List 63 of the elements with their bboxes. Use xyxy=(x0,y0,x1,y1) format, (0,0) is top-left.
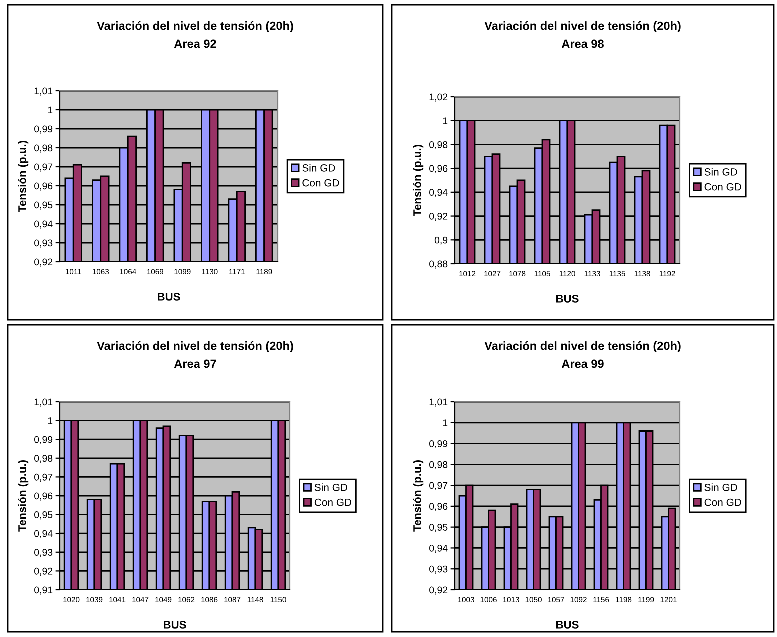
chart-title: Variación del nivel de tensión (20h) xyxy=(97,341,294,353)
legend-label: Sin GD xyxy=(302,164,336,172)
y-tick-label: 0,99 xyxy=(34,126,53,134)
y-tick-label: 0,98 xyxy=(430,141,448,150)
legend-label: Con GD xyxy=(302,179,340,187)
y-tick-label: 1 xyxy=(443,420,448,426)
y-tick-label: 0,98 xyxy=(34,144,53,153)
y-tick-label: 0,94 xyxy=(34,530,53,538)
chart-title: Variación del nivel de tensión (20h) xyxy=(97,21,294,33)
chart-subtitle: Area 97 xyxy=(174,360,216,368)
y-axis-title: Tensión (p.u.) xyxy=(413,145,424,216)
legend-label: Con GD xyxy=(704,183,742,191)
y-tick-label: 0,94 xyxy=(34,220,53,229)
y-axis-title: Tensión (p.u.) xyxy=(18,460,29,532)
x-axis-title: BUS xyxy=(556,621,579,629)
y-tick-label: 0,96 xyxy=(34,492,53,501)
legend-label: Sin GD xyxy=(314,484,348,492)
legend-label: Sin GD xyxy=(704,484,738,492)
chart-subtitle: Area 92 xyxy=(174,40,216,48)
y-tick-label: 0,99 xyxy=(34,436,53,444)
y-tick-label: 0,93 xyxy=(34,549,53,558)
y-tick-label: 0,92 xyxy=(430,213,448,222)
legend-label: Con GD xyxy=(704,498,742,506)
chart-title: Variación del nivel de tensión (20h) xyxy=(484,21,681,33)
y-tick-label: 0,93 xyxy=(430,566,448,574)
y-tick-label: 0,99 xyxy=(430,440,448,449)
y-tick-label: 1,01 xyxy=(430,398,448,407)
y-tick-label: 1,02 xyxy=(430,94,448,102)
y-tick-label: 0,92 xyxy=(430,586,448,595)
y-tick-label: 0,88 xyxy=(430,260,448,269)
y-tick-label: 0,9 xyxy=(434,236,448,245)
y-tick-label: 0,96 xyxy=(430,503,448,512)
y-tick-label: 0,96 xyxy=(430,165,448,174)
y-tick-label: 0,96 xyxy=(34,182,53,191)
y-axis-title: Tensión (p.u.) xyxy=(413,460,424,532)
legend-label: Sin GD xyxy=(704,168,738,176)
y-tick-label: 0,94 xyxy=(430,544,448,553)
y-axis-title: Tensión (p.u.) xyxy=(18,141,29,212)
y-tick-label: 1,01 xyxy=(34,88,53,96)
y-tick-label: 0,92 xyxy=(34,258,53,267)
y-tick-label: 0,97 xyxy=(430,482,448,490)
y-tick-label: 0,95 xyxy=(34,202,53,210)
y-tick-label: 1 xyxy=(48,418,53,424)
chart-title: Variación del nivel de tensión (20h) xyxy=(484,341,681,353)
y-tick-label: 0,97 xyxy=(34,474,53,482)
x-axis-title: BUS xyxy=(158,293,180,301)
legend-label: Con GD xyxy=(314,498,352,506)
y-tick-label: 0,92 xyxy=(34,568,53,576)
y-tick-label: 1,01 xyxy=(34,398,53,407)
chart-subtitle: Area 98 xyxy=(562,40,604,48)
y-tick-label: 1 xyxy=(443,118,448,124)
y-tick-label: 0,93 xyxy=(34,240,53,248)
y-tick-label: 0,97 xyxy=(34,164,53,172)
y-tick-label: 0,95 xyxy=(34,512,53,520)
chart-subtitle: Area 99 xyxy=(562,360,604,368)
y-tick-label: 1 xyxy=(48,106,53,114)
y-tick-label: 0,95 xyxy=(430,524,448,532)
x-axis-title: BUS xyxy=(164,621,186,629)
y-tick-label: 0,98 xyxy=(34,455,53,464)
x-axis-title: BUS xyxy=(556,295,579,303)
y-tick-label: 0,91 xyxy=(34,586,53,595)
y-tick-label: 0,94 xyxy=(430,189,448,198)
y-tick-label: 0,98 xyxy=(430,461,448,470)
